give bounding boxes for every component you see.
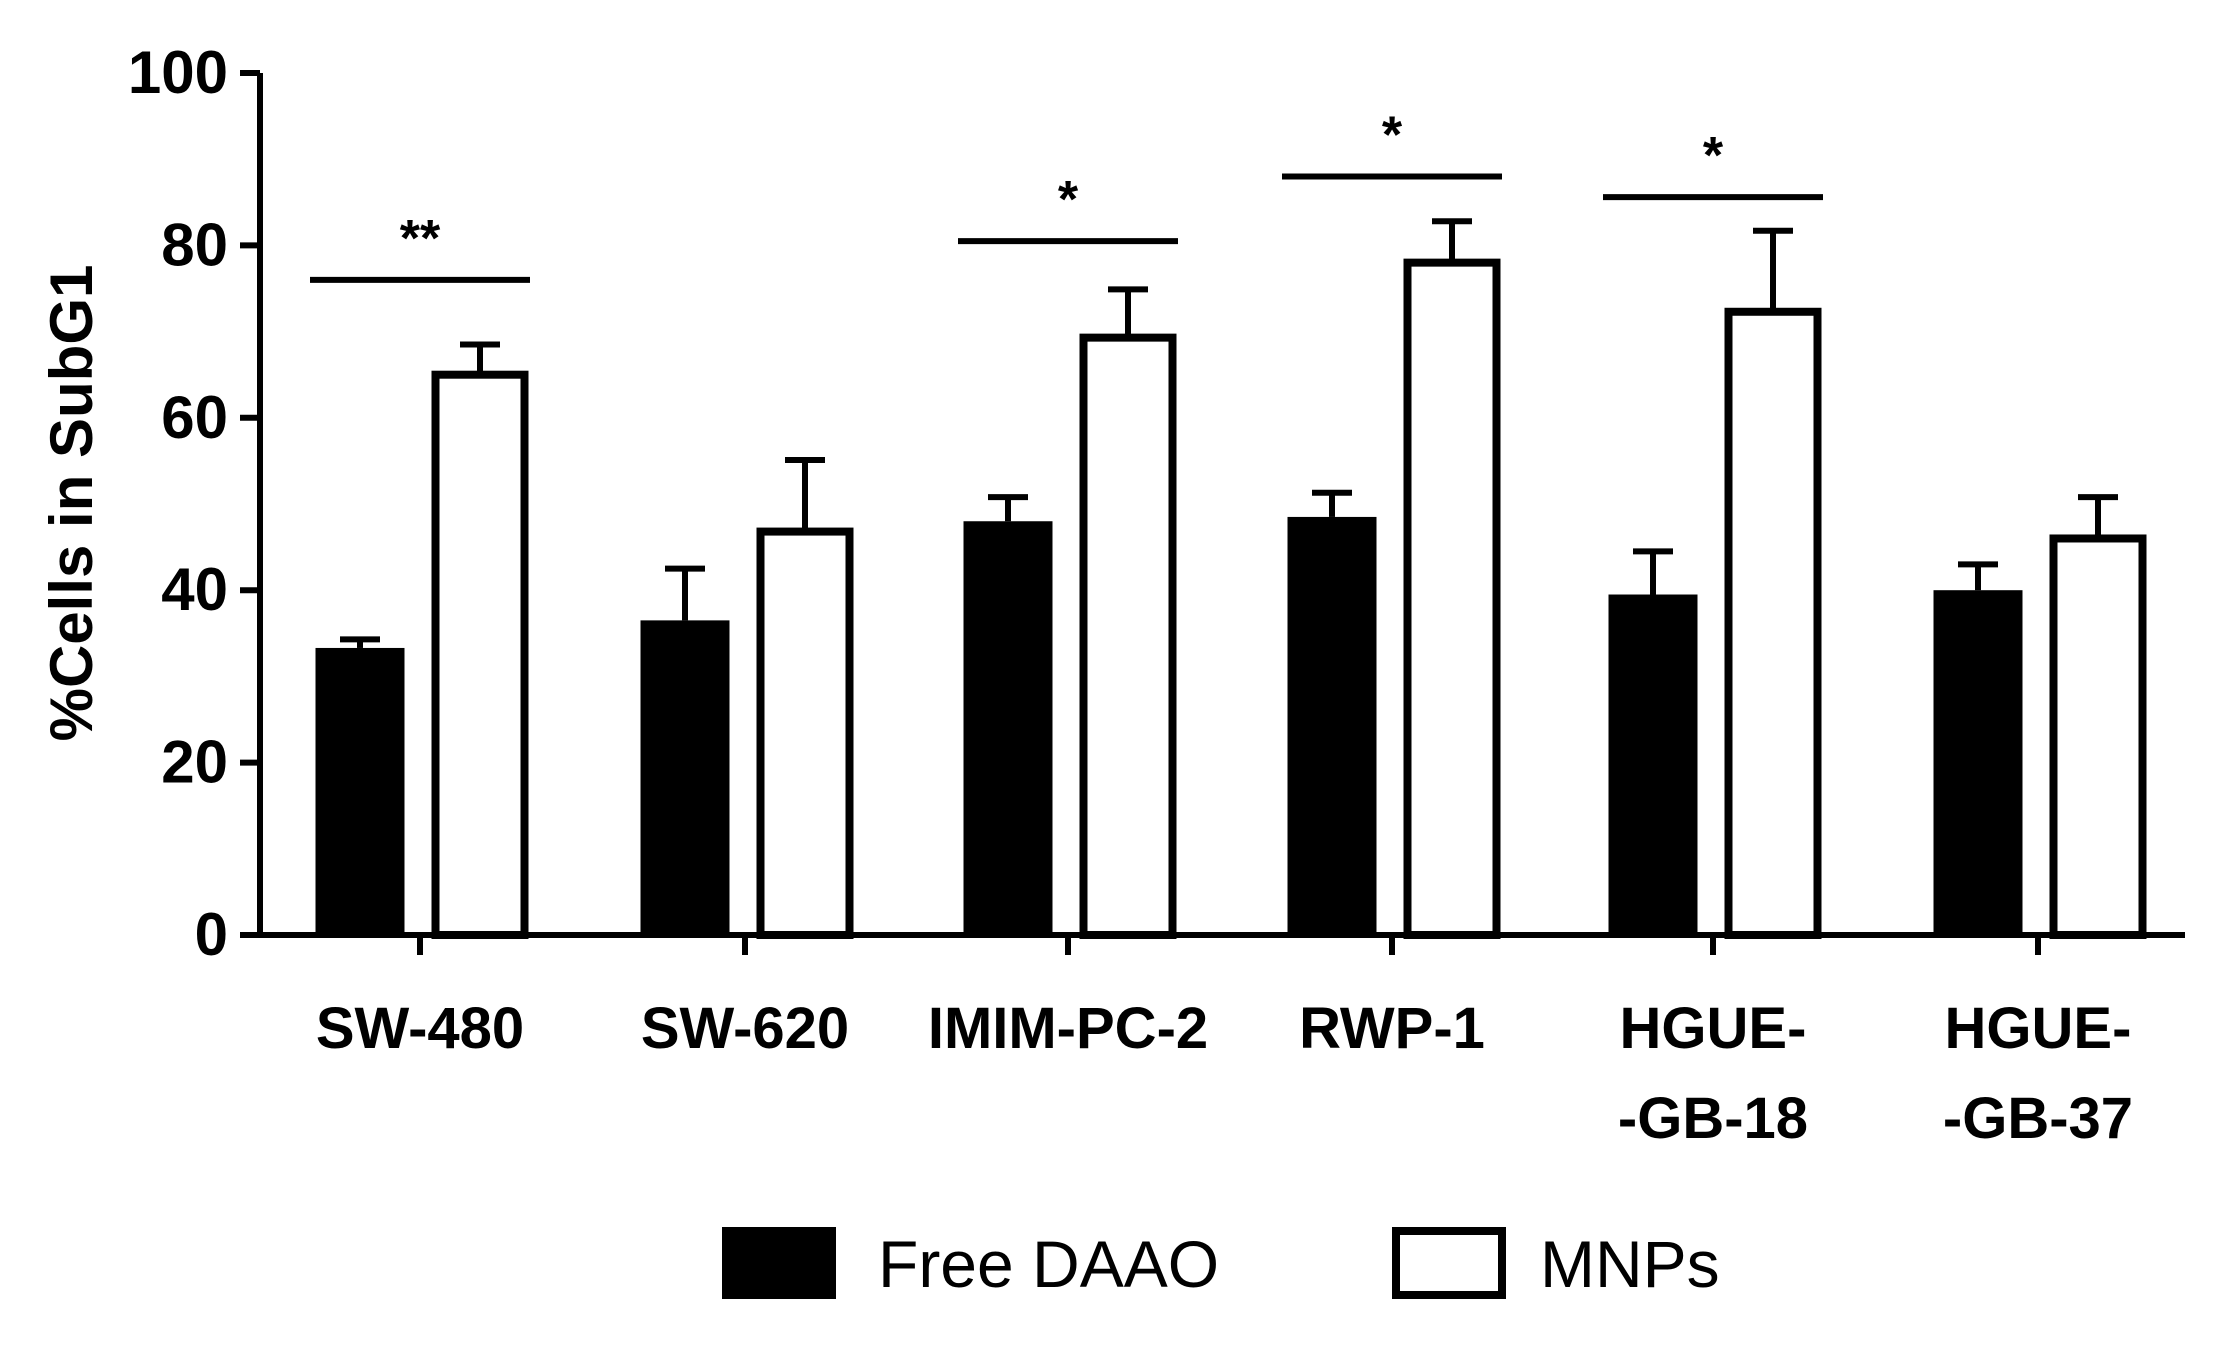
labels-group: %Cells in SubG1 SW-480 SW-620 IMIM-PC-2 RWP-… bbox=[38, 265, 2133, 1151]
bar-mnps-3 bbox=[1403, 258, 1501, 939]
category-label: SW-620 bbox=[641, 996, 849, 1061]
bar-free-daao-5 bbox=[1933, 590, 2023, 935]
significance-label: * bbox=[1058, 171, 1079, 229]
y-tick-label: 20 bbox=[161, 729, 228, 796]
significance-label: * bbox=[1703, 127, 1724, 185]
y-tick-label: 40 bbox=[161, 556, 228, 623]
bar-free-daao-2 bbox=[963, 521, 1053, 935]
axes-group: 0 20 40 60 80 100 bbox=[128, 39, 2185, 968]
y-tick-label: 100 bbox=[128, 39, 228, 106]
legend-group: Free DAAO MNPs bbox=[722, 1227, 1720, 1301]
bar-mnps-2 bbox=[1079, 333, 1177, 940]
y-axis-label: %Cells in SubG1 bbox=[38, 265, 105, 742]
category-label: -GB-18 bbox=[1618, 1086, 1808, 1151]
bar-mnps-0 bbox=[431, 370, 529, 939]
bars-group bbox=[315, 258, 2147, 940]
category-label: RWP-1 bbox=[1299, 996, 1485, 1061]
error-bars-group bbox=[340, 218, 2118, 648]
y-tick-label: 80 bbox=[161, 211, 228, 278]
legend-swatch-mnps bbox=[1392, 1227, 1506, 1299]
category-label: IMIM-PC-2 bbox=[928, 996, 1208, 1061]
legend-label-mnps: MNPs bbox=[1540, 1227, 1720, 1301]
y-tick-label: 60 bbox=[161, 384, 228, 451]
bar-mnps-5 bbox=[2049, 534, 2147, 939]
y-tick-label: 0 bbox=[195, 901, 228, 968]
category-label: HGUE- bbox=[1945, 996, 2132, 1061]
category-label: HGUE- bbox=[1620, 996, 1807, 1061]
legend-swatch-free-daao bbox=[722, 1227, 836, 1299]
significance-label: * bbox=[1382, 106, 1403, 164]
bar-free-daao-4 bbox=[1608, 594, 1698, 935]
bar-mnps-1 bbox=[756, 527, 854, 939]
bar-free-daao-0 bbox=[315, 647, 405, 935]
category-label: SW-480 bbox=[316, 996, 524, 1061]
bar-mnps-4 bbox=[1724, 307, 1822, 939]
bar-free-daao-3 bbox=[1287, 516, 1377, 935]
significance-label: ** bbox=[400, 210, 441, 268]
significance-group: **** * bbox=[310, 106, 1823, 283]
bar-free-daao-1 bbox=[640, 620, 730, 935]
legend-label-free-daao: Free DAAO bbox=[878, 1227, 1219, 1301]
category-label: -GB-37 bbox=[1943, 1086, 2133, 1151]
